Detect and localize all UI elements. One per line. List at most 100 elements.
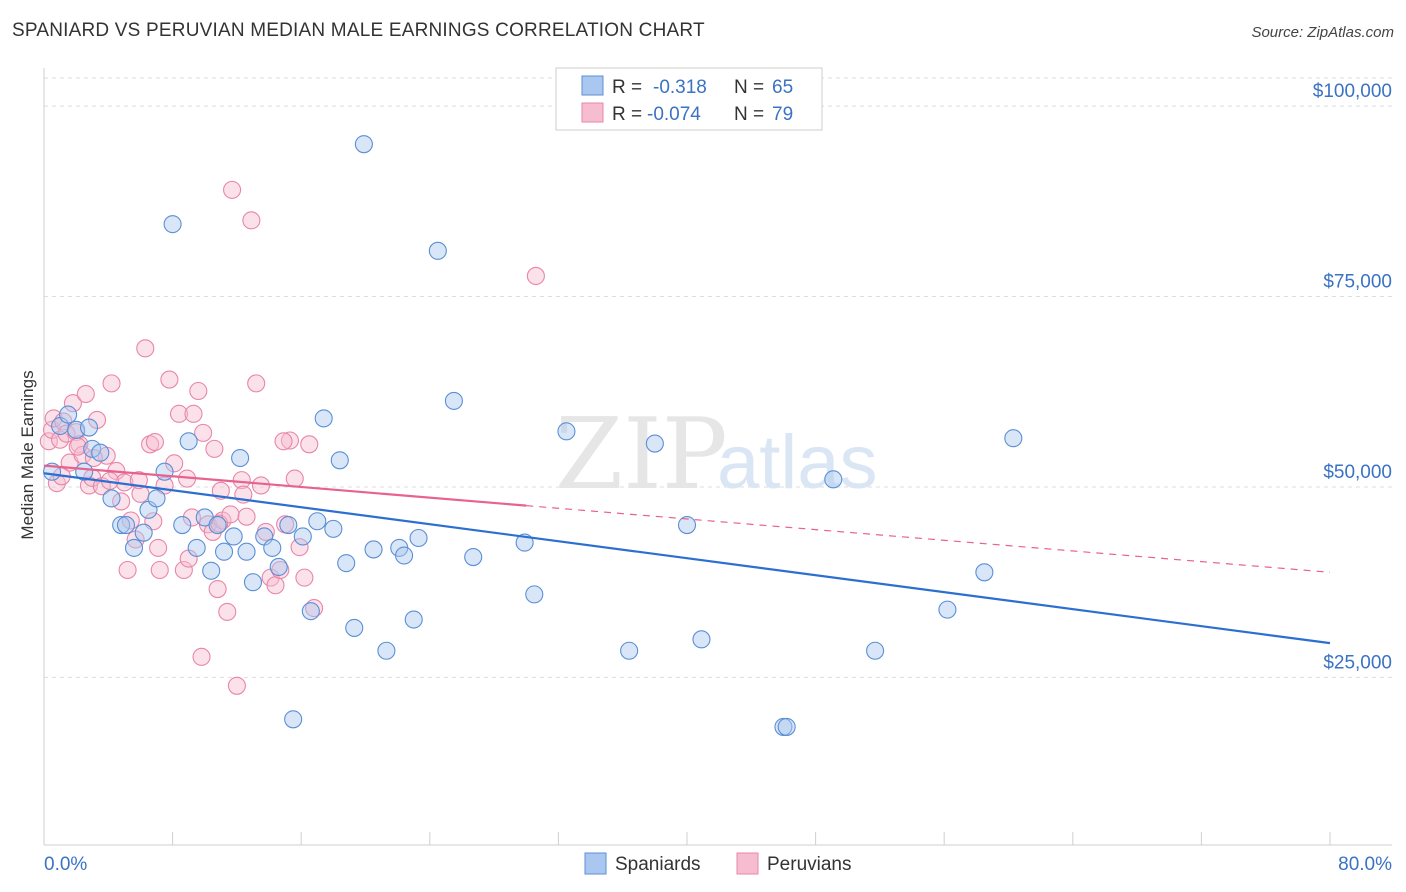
peruvians-point [290,538,309,557]
spaniards-point [163,215,182,234]
spaniards-point [330,451,349,470]
legend-bottom-peruvians-swatch [736,852,759,875]
spaniards-point [866,641,885,660]
chart-source: Source: ZipAtlas.com [1251,24,1394,41]
peruvians-point [189,381,208,401]
y-tick-label: $75,000 [1323,272,1392,293]
trend-lines [43,464,1331,645]
peruvians-point [145,432,164,452]
watermark-zip: ZIP [555,398,728,512]
x-tick-label-max: 80.0% [1338,854,1392,875]
spaniards-point [314,409,333,428]
legend-n-value-spaniards: 65 [772,77,793,98]
legend-peruvians-swatch [581,102,604,123]
peruvians-point [247,374,266,393]
peruvians-point [136,339,155,358]
chart-title: SPANIARD VS PERUVIAN MEDIAN MALE EARNING… [12,20,705,41]
spaniards-point [395,546,414,565]
spaniards-point [134,523,153,542]
peruvians-point [223,180,242,199]
legend-r-value-spaniards: -0.318 [653,77,707,98]
x-tick-marks [43,832,1331,845]
spaniards-point [173,516,192,535]
spaniards-point [155,462,174,481]
peruvians-point [274,432,293,451]
legend-bottom-peruvians-label: Peruvians [767,854,852,875]
peruvians-point [174,560,193,580]
spaniards-point [79,418,99,437]
peruvians-point [169,404,189,423]
peruvians-point [160,370,179,389]
peruvians-point [271,560,290,580]
spaniards-point [214,542,234,561]
spaniards-point [677,516,697,535]
spaniards-point [428,241,447,260]
legend-bottom-spaniards-label: Spaniards [615,854,701,875]
y-tick-label: $50,000 [1323,462,1392,483]
peruvians-point [44,409,63,428]
peruvians-point [300,435,319,454]
y-tick-label: $100,000 [1313,81,1392,102]
peruvians-point [102,374,121,393]
peruvians-point [526,266,545,286]
spaniards-point [337,554,356,573]
spaniards-point [692,630,711,649]
spaniards-point [975,563,994,582]
peruvians-point [285,469,304,488]
spaniards-point [237,542,256,561]
spaniards-point [112,516,131,535]
spaniards-point [187,538,206,557]
spaniards-point [324,519,343,538]
peruvians-point [251,476,271,495]
spaniards-point [777,717,796,736]
spaniards-point [354,135,373,154]
peruvians-point [118,560,137,580]
spaniards-point [1004,429,1023,448]
legend-series: Spaniards Peruvians [584,852,852,875]
spaniards-point [179,432,198,451]
spaniards-point [59,405,78,424]
spaniards-point [938,600,957,619]
y-tick-labels: $25,000 $50,000 $75,000 $100,000 [1313,81,1392,673]
spaniards-point [308,512,327,531]
legend-r-value-peruvians: -0.074 [647,104,701,125]
y-axis-label: Median Male Earnings [18,370,37,539]
legend-n-label-spaniards: N = [734,77,764,98]
spaniards-trend-line [43,472,1331,645]
peruvians-point [242,211,261,230]
peruvians-point [141,435,160,454]
peruvians-point [208,579,227,599]
legend-bottom-spaniards-swatch [584,852,607,875]
spaniards-point [409,528,428,548]
peruvians-point [76,384,95,404]
spaniards-point [293,527,312,546]
peruvians-point [63,394,82,413]
x-tick-label-min: 0.0% [44,854,87,875]
peruvians-point [57,424,76,443]
spaniards-point [102,489,121,508]
peruvians-point [150,560,169,580]
spaniards-point [243,573,263,592]
spaniards-point [124,538,144,557]
spaniards-point [116,516,136,535]
spaniards-point [557,422,576,441]
peruvians-point [221,505,240,524]
spaniards-point [202,561,221,580]
spaniards-point [269,557,288,577]
legend-n-value-peruvians: 79 [772,104,793,125]
spaniards-point [525,585,544,604]
spaniards-point [824,470,843,489]
spaniards-point [147,489,166,508]
spaniards-point [231,448,250,468]
peruvians-point [39,432,58,451]
spaniards-point [279,516,298,535]
spaniards-point [224,527,243,546]
peruvians-point [192,647,211,666]
spaniards-point [377,641,396,660]
y-tick-label: $25,000 [1323,652,1392,673]
peruvians-point [112,492,131,511]
spaniards-point [75,462,94,481]
axes [43,68,1392,846]
spaniards-point [301,602,320,621]
peruvians-point [184,404,203,423]
